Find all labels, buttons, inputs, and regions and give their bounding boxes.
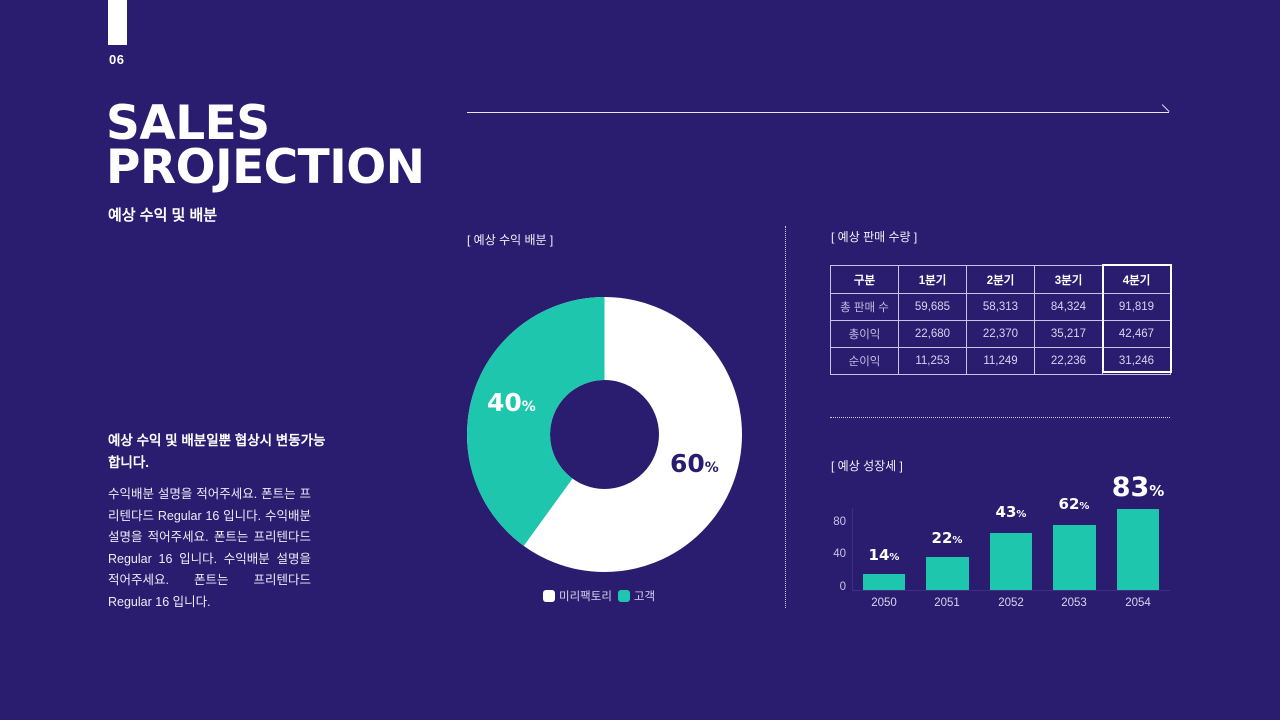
vertical-divider bbox=[785, 226, 786, 608]
donut-chart-title: [ 예상 수익 배분 ] bbox=[467, 233, 554, 247]
y-tick: 80 bbox=[833, 516, 846, 528]
donut-label-customer: 40% bbox=[487, 388, 536, 417]
bar-label-2052: 43% bbox=[971, 503, 1051, 521]
section-tab-marker bbox=[108, 0, 127, 45]
donut-label-customer-value: 40 bbox=[487, 388, 522, 417]
percent-unit: % bbox=[1149, 482, 1165, 500]
sales-table: 구분 1분기 2분기 3분기 4분기 총 판매 수 59,685 58,313 … bbox=[830, 265, 1171, 375]
percent-unit: % bbox=[1016, 509, 1027, 520]
legend-label-customer: 고객 bbox=[633, 591, 656, 603]
legend-swatch-white bbox=[543, 590, 555, 602]
column-header: 2분기 bbox=[966, 265, 1035, 294]
donut-chart-svg bbox=[467, 297, 742, 572]
bar-2050 bbox=[863, 574, 905, 590]
bar-chart-title: [ 예상 성장세 ] bbox=[831, 459, 903, 473]
title-line-1: SALES bbox=[106, 96, 270, 151]
donut-label-factory: 60% bbox=[670, 449, 719, 478]
bar-2053 bbox=[1053, 525, 1096, 590]
percent-unit: % bbox=[1079, 501, 1090, 512]
table-cell: 58,313 bbox=[966, 293, 1035, 321]
bar-label-value: 43 bbox=[995, 503, 1017, 521]
x-tick: 2052 bbox=[998, 597, 1024, 609]
y-axis-line bbox=[852, 508, 853, 591]
legend-swatch-teal bbox=[617, 590, 630, 602]
donut-legend: 미리팩토리 고객 bbox=[543, 588, 655, 604]
row-header: 총 판매 수 bbox=[830, 293, 899, 321]
bar-label-value: 83 bbox=[1111, 472, 1150, 503]
legend-item-factory: 미리팩토리 bbox=[543, 588, 612, 604]
legend-label-factory: 미리팩토리 bbox=[559, 591, 612, 603]
page-number: 06 bbox=[109, 52, 125, 67]
table-cell: 59,685 bbox=[898, 293, 967, 321]
bar-label-2051: 22% bbox=[907, 529, 987, 547]
bar-label-value: 22 bbox=[931, 529, 953, 547]
bar-label-2054: 83% bbox=[1098, 472, 1178, 503]
bar-label-2050: 14% bbox=[844, 546, 924, 564]
q4-highlight-box bbox=[1102, 264, 1172, 373]
table-cell: 84,324 bbox=[1034, 293, 1103, 321]
y-tick: 40 bbox=[833, 548, 846, 560]
table-cell: 22,370 bbox=[966, 320, 1035, 348]
y-tick: 0 bbox=[839, 581, 846, 593]
bar-2052 bbox=[990, 533, 1032, 590]
row-header: 총이익 bbox=[830, 320, 899, 348]
percent-unit: % bbox=[704, 460, 719, 476]
table-cell: 35,217 bbox=[1034, 320, 1103, 348]
table-cell: 11,249 bbox=[966, 347, 1035, 375]
table-cell: 22,236 bbox=[1034, 347, 1103, 375]
x-axis-line bbox=[852, 590, 1170, 591]
row-header: 순이익 bbox=[830, 347, 899, 375]
column-header: 구분 bbox=[830, 265, 899, 294]
donut-chart bbox=[467, 297, 742, 572]
horizontal-divider bbox=[830, 417, 1170, 418]
column-header: 1분기 bbox=[898, 265, 967, 294]
bar-label-value: 62 bbox=[1058, 495, 1080, 513]
title-line-2: PROJECTION bbox=[106, 140, 425, 195]
bar-2054 bbox=[1117, 509, 1159, 590]
x-tick: 2053 bbox=[1061, 597, 1087, 609]
table-header-row: 구분 1분기 2분기 3분기 4분기 bbox=[830, 265, 1171, 294]
percent-unit: % bbox=[889, 552, 900, 563]
table-cell: 11,253 bbox=[898, 347, 967, 375]
description-body: 수익배분 설명을 적어주세요. 폰트는 프리텐다드 Regular 16 입니다… bbox=[108, 487, 311, 609]
table-title: [ 예상 판매 수량 ] bbox=[831, 230, 918, 244]
bar-label-2053: 62% bbox=[1034, 495, 1114, 513]
donut-label-factory-value: 60 bbox=[670, 449, 705, 478]
page-title: SALES PROJECTION bbox=[106, 96, 425, 195]
table-cell: 22,680 bbox=[898, 320, 967, 348]
page-subtitle: 예상 수익 및 배분 bbox=[108, 207, 218, 224]
column-header: 3분기 bbox=[1034, 265, 1103, 294]
percent-unit: % bbox=[952, 535, 963, 546]
bar-label-value: 14 bbox=[868, 546, 890, 564]
description-heading: 예상 수익 및 배분일뿐 협상시 변동가능합니다. bbox=[108, 433, 326, 470]
arrow-line bbox=[467, 112, 1169, 113]
legend-item-customer: 고객 bbox=[617, 588, 656, 604]
donut-slice-customer bbox=[467, 297, 742, 572]
percent-unit: % bbox=[521, 399, 536, 415]
x-tick: 2050 bbox=[871, 597, 897, 609]
bar-2051 bbox=[926, 557, 969, 590]
x-tick: 2051 bbox=[934, 597, 960, 609]
x-tick: 2054 bbox=[1125, 597, 1151, 609]
